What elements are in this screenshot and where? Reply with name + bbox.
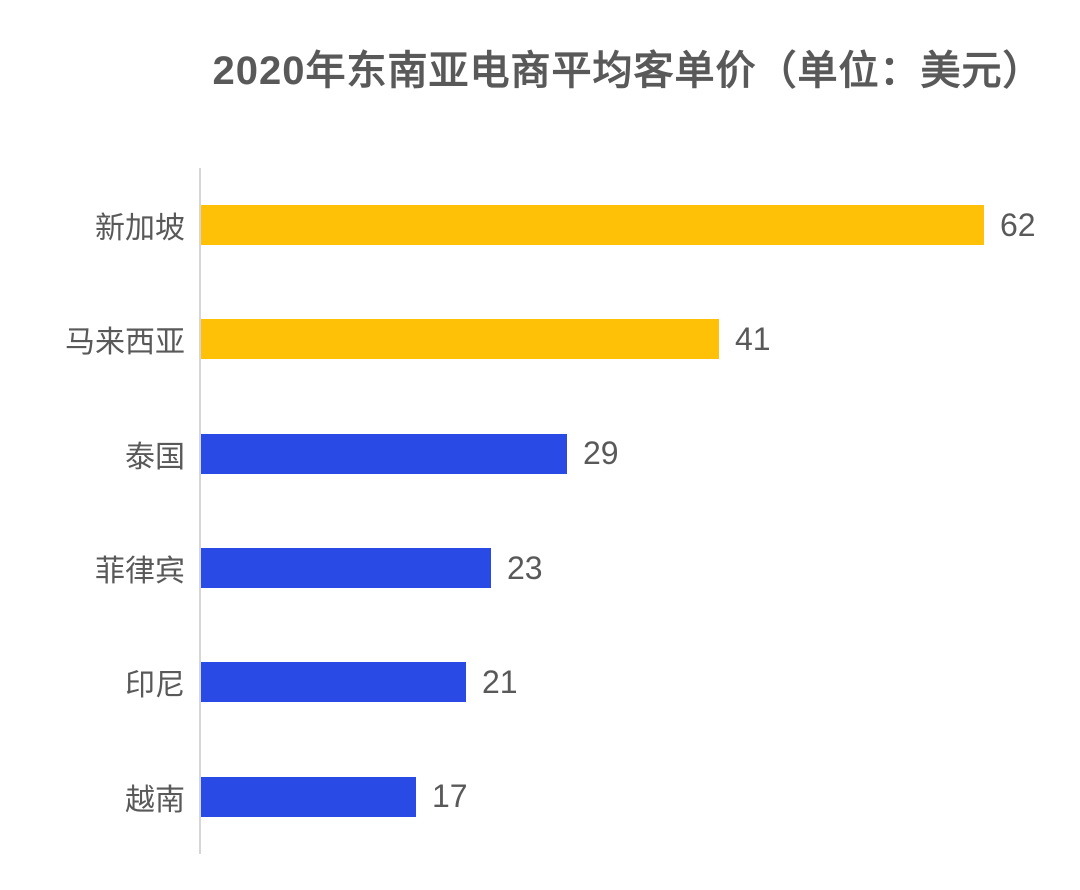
bar-track: 21 (201, 662, 1080, 703)
bar-row: 泰国 29 (0, 397, 1080, 511)
bar-track: 41 (201, 319, 1080, 360)
bar-row: 新加坡 62 (0, 168, 1080, 282)
bar-track: 17 (201, 776, 1080, 817)
value-label: 29 (583, 435, 619, 472)
bar-row: 印尼 21 (0, 625, 1080, 739)
value-label: 62 (1000, 206, 1036, 243)
chart-title: 2020年东南亚电商平均客单价（单位：美元） (212, 49, 1044, 93)
y-axis-line (199, 168, 201, 854)
category-label: 马来西亚 (65, 326, 185, 360)
bar-track: 62 (201, 205, 1080, 246)
plot-area: 新加坡 62 马来西亚 41 泰国 29 菲律宾 23 印尼 21 越南 17 (0, 168, 1080, 854)
category-label: 新加坡 (95, 212, 185, 246)
bar-row: 马来西亚 41 (0, 282, 1080, 396)
value-label: 41 (735, 320, 771, 357)
value-label: 21 (482, 663, 518, 700)
bar (201, 776, 416, 817)
category-label: 越南 (125, 783, 185, 817)
value-label: 23 (507, 549, 543, 586)
bar-track: 29 (201, 433, 1080, 474)
bar (201, 662, 466, 703)
bar-row: 菲律宾 23 (0, 511, 1080, 625)
bar (201, 548, 491, 589)
value-label: 17 (432, 778, 468, 815)
bar-row: 越南 17 (0, 740, 1080, 854)
bar (201, 319, 719, 360)
bar-rows: 新加坡 62 马来西亚 41 泰国 29 菲律宾 23 印尼 21 越南 17 (0, 168, 1080, 854)
bar (201, 205, 984, 246)
bar-track: 23 (201, 548, 1080, 589)
bar (201, 433, 567, 474)
category-label: 泰国 (125, 440, 185, 474)
category-label: 印尼 (125, 669, 185, 703)
category-label: 菲律宾 (95, 555, 185, 589)
